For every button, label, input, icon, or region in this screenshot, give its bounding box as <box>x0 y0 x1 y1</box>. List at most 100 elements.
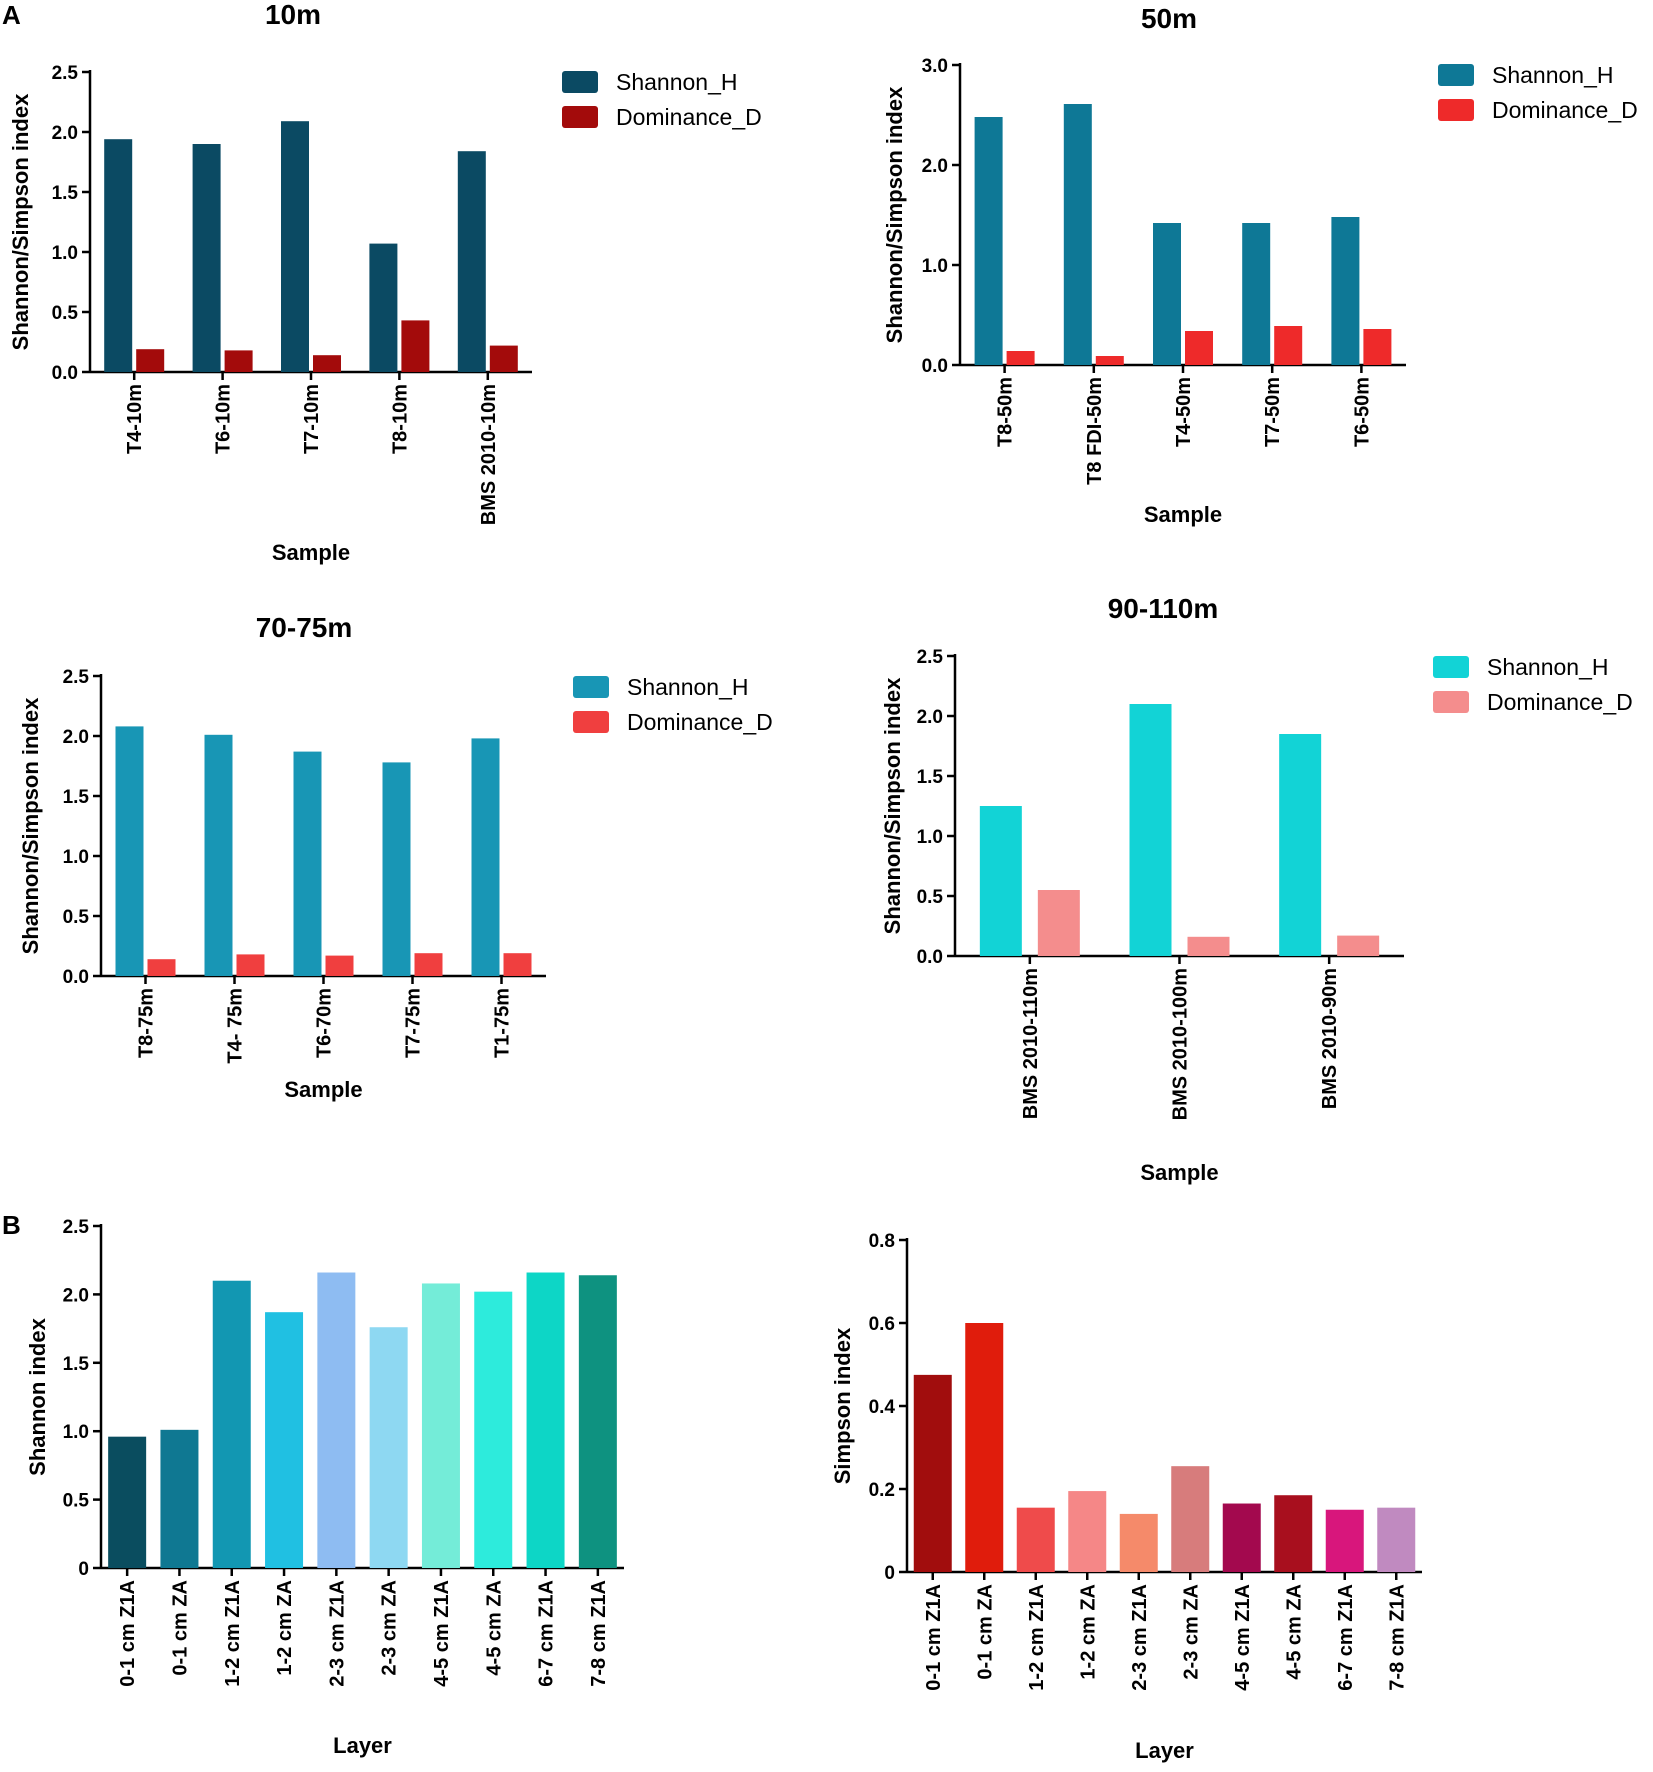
category-label: T8-75m <box>136 988 158 1058</box>
bar-shannon-h <box>1063 104 1092 365</box>
category-label: T7-75m <box>403 988 425 1058</box>
bar-dominance-d <box>136 349 165 372</box>
bar-shannon-h <box>457 151 486 372</box>
bar <box>160 1429 199 1568</box>
y-tick-label: 0.5 <box>63 907 90 928</box>
panel-label-a: A <box>2 0 21 30</box>
bar-shannon-h <box>192 144 221 372</box>
chart-title: 70-75m <box>256 612 353 643</box>
chart-50m: 50m 0.0 1.0 2.0 3.0 T8-50m T8 FDI-50m T4-50m T7-… <box>882 3 1638 527</box>
bar <box>421 1283 460 1568</box>
y-tick-label: 0.5 <box>917 887 944 908</box>
bar <box>1016 1507 1055 1572</box>
chart-70-75m: 70-75m 0.0 0.5 1.0 1.5 2.0 2.5 T8-75m T4- 75m T6-… <box>18 612 773 1102</box>
legend-label-shannon-h: Shannon_H <box>616 69 738 95</box>
bar-dominance-d <box>147 959 176 976</box>
y-tick-label: 1.0 <box>922 256 948 277</box>
category-label: T6-10m <box>213 384 235 454</box>
bar-shannon-h <box>204 734 233 976</box>
bar-dominance-d <box>313 355 341 372</box>
chart-shannon-index-layers: 0 0.5 1.0 1.5 2.0 2.5 0-1 cm Z1A 0-1 cm ZA 1-2 c… <box>25 1217 624 1758</box>
bar-shannon-h <box>281 121 309 372</box>
bar <box>108 1436 147 1568</box>
category-label: 1-2 cm Z1A <box>222 1580 244 1687</box>
chart-title: 90-110m <box>1108 593 1219 624</box>
legend-swatch-shannon-h <box>1438 64 1474 86</box>
bar-shannon-h <box>1153 223 1181 365</box>
legend-label-dominance-d: Dominance_D <box>616 104 762 130</box>
bar-dominance-d <box>1274 326 1303 365</box>
y-tick-label: 1.5 <box>63 787 90 808</box>
bar-shannon-h <box>369 243 398 372</box>
category-label: 1-2 cm ZA <box>1077 1584 1099 1680</box>
bar-dominance-d <box>1185 331 1213 365</box>
y-tick-label: 0.0 <box>917 947 943 968</box>
x-axis-title: Sample <box>284 1077 362 1102</box>
category-label: 6-7 cm Z1A <box>536 1580 558 1687</box>
y-tick-label: 0.8 <box>869 1231 895 1252</box>
bar <box>578 1275 617 1568</box>
bar <box>1068 1491 1107 1572</box>
x-axis-title: Layer <box>333 1733 392 1758</box>
y-tick-label: 1.0 <box>63 1422 89 1443</box>
bar-dominance-d <box>1337 935 1380 956</box>
bar <box>1325 1509 1364 1572</box>
bar <box>526 1272 565 1568</box>
y-tick-label: 2.5 <box>63 1217 90 1238</box>
y-tick-label: 0.2 <box>869 1480 895 1501</box>
y-tick-label: 0 <box>78 1559 89 1580</box>
category-label: 7-8 cm Z1A <box>588 1580 610 1687</box>
y-tick-label: 2.0 <box>63 1285 89 1306</box>
y-tick-label: 0 <box>884 1563 895 1584</box>
bar-dominance-d <box>1363 329 1392 365</box>
bar-dominance-d <box>489 345 518 372</box>
bar <box>1377 1507 1416 1572</box>
bar-shannon-h <box>382 762 411 976</box>
panel-label-b: B <box>2 1210 21 1240</box>
y-tick-label: 1.0 <box>63 847 89 868</box>
bar-shannon-h <box>104 139 133 372</box>
chart-simpson-index-layers: 0 0.2 0.4 0.6 0.8 0-1 cm Z1A 0-1 cm ZA 1-2 cm Z… <box>830 1231 1422 1763</box>
y-tick-label: 2.0 <box>922 156 948 177</box>
bar-dominance-d <box>1187 936 1230 956</box>
bar-shannon-h <box>1242 223 1271 365</box>
y-tick-label: 1.0 <box>917 827 943 848</box>
y-tick-label: 2.5 <box>63 667 90 688</box>
chart-10m: 10m 0.0 0.5 1.0 1.5 2.0 2.5 T4-10m T6-10m T7-10m T… <box>8 0 762 565</box>
bar-shannon-h <box>293 751 322 976</box>
bar <box>965 1323 1004 1572</box>
category-label: BMS 2010-90m <box>1319 968 1341 1109</box>
bar-dominance-d <box>325 955 354 976</box>
bar <box>1274 1495 1313 1572</box>
bar <box>317 1272 356 1568</box>
category-label: T1-75m <box>492 988 514 1058</box>
bar-dominance-d <box>1037 890 1080 956</box>
bar-shannon-h <box>1331 217 1360 365</box>
y-axis-title: Shannon/Simpson index <box>18 697 43 954</box>
category-label: 4-5 cm Z1A <box>431 1580 453 1687</box>
category-label: 1-2 cm ZA <box>274 1580 296 1676</box>
bar-dominance-d <box>1006 351 1035 365</box>
x-axis-title: Sample <box>272 540 350 565</box>
bar-dominance-d <box>414 953 443 976</box>
category-label: 2-3 cm ZA <box>379 1580 401 1676</box>
bar-dominance-d <box>224 350 253 372</box>
legend-label-dominance-d: Dominance_D <box>627 709 773 735</box>
x-axis-title: Layer <box>1135 1738 1194 1763</box>
category-label: 2-3 cm Z1A <box>326 1580 348 1687</box>
y-tick-label: 2.0 <box>52 123 78 144</box>
legend-swatch-shannon-h <box>573 676 609 698</box>
y-tick-label: 0.0 <box>63 967 89 988</box>
chart-title: 50m <box>1141 3 1197 34</box>
bar-dominance-d <box>401 320 430 372</box>
y-tick-label: 1.0 <box>52 243 78 264</box>
y-tick-label: 1.5 <box>63 1354 90 1375</box>
category-label: T6-70m <box>314 988 336 1058</box>
category-label: T4- 75m <box>225 988 247 1064</box>
bar <box>369 1327 408 1568</box>
category-label: 7-8 cm Z1A <box>1386 1584 1408 1691</box>
chart-title: 10m <box>265 0 321 30</box>
bar-dominance-d <box>503 953 532 976</box>
bar <box>1222 1503 1261 1572</box>
